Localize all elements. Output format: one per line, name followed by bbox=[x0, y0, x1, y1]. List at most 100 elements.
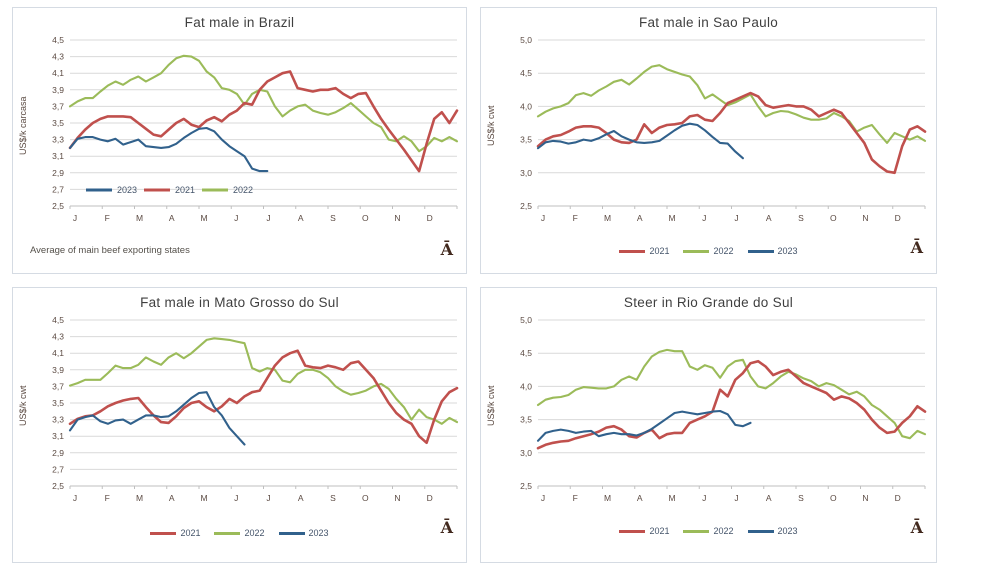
legend-swatch bbox=[214, 531, 241, 535]
svg-text:J: J bbox=[541, 213, 545, 223]
svg-text:M: M bbox=[200, 213, 207, 223]
legend-swatch bbox=[747, 529, 774, 533]
svg-text:4,0: 4,0 bbox=[520, 381, 532, 391]
svg-text:3,3: 3,3 bbox=[52, 135, 64, 145]
svg-text:O: O bbox=[830, 213, 837, 223]
svg-text:J: J bbox=[266, 493, 270, 503]
svg-text:4,3: 4,3 bbox=[52, 52, 64, 62]
svg-text:D: D bbox=[895, 493, 901, 503]
line-chart-brazil: 2,5 2,7 2,9 3,1 3,3 3,5 3,7 3,9 4,1 4,3 4,5 J F M A M J J… bbox=[52, 35, 459, 223]
svg-text:N: N bbox=[394, 493, 400, 503]
legend-label: 2021 bbox=[649, 526, 670, 536]
chart-footnote: Average of main beef exporting states bbox=[30, 244, 190, 256]
chart-title-sao-paulo: Fat male in Sao Paulo bbox=[638, 15, 779, 30]
chart-area-rio-grande: US$/k cwt 2,5 3,0 3,5 4,0 4,5 5,0 J F M A M J J A S O N D bbox=[481, 312, 936, 508]
svg-text:J: J bbox=[234, 213, 238, 223]
svg-text:N: N bbox=[862, 213, 868, 223]
chart-title-rio-grande: Steer in Rio Grande do Sul bbox=[623, 295, 794, 310]
svg-text:N: N bbox=[862, 493, 868, 503]
svg-text:A: A bbox=[766, 493, 772, 503]
svg-text:3,0: 3,0 bbox=[520, 168, 532, 178]
svg-text:M: M bbox=[200, 493, 207, 503]
legend-label: 2022 bbox=[713, 246, 734, 256]
svg-text:J: J bbox=[73, 493, 77, 503]
legend-item-2023: 2023 bbox=[747, 526, 798, 536]
svg-text:J: J bbox=[234, 493, 238, 503]
svg-text:D: D bbox=[427, 493, 433, 503]
chart-legend: 2021 2022 2023 bbox=[494, 526, 923, 536]
svg-text:2,5: 2,5 bbox=[52, 481, 64, 491]
svg-text:J: J bbox=[73, 213, 77, 223]
chart-legend: 2021 2022 2023 bbox=[494, 246, 923, 256]
svg-text:F: F bbox=[105, 493, 110, 503]
svg-text:2,7: 2,7 bbox=[52, 464, 64, 474]
svg-text:3,0: 3,0 bbox=[520, 448, 532, 458]
svg-text:A: A bbox=[766, 213, 772, 223]
svg-text:J: J bbox=[734, 493, 738, 503]
svg-text:F: F bbox=[105, 213, 110, 223]
chart-title-mato-grosso: Fat male in Mato Grosso do Sul bbox=[140, 295, 339, 310]
svg-text:A: A bbox=[298, 493, 304, 503]
legend-label: 2023 bbox=[308, 528, 329, 538]
svg-text:O: O bbox=[830, 493, 837, 503]
svg-text:2022: 2022 bbox=[233, 185, 253, 195]
svg-text:A: A bbox=[169, 493, 175, 503]
svg-text:F: F bbox=[573, 213, 578, 223]
svg-text:3,1: 3,1 bbox=[52, 431, 64, 441]
svg-text:2023: 2023 bbox=[117, 185, 137, 195]
legend-swatch bbox=[747, 249, 774, 253]
svg-text:S: S bbox=[330, 213, 336, 223]
svg-text:N: N bbox=[394, 213, 400, 223]
svg-text:3,1: 3,1 bbox=[52, 151, 64, 161]
svg-text:3,5: 3,5 bbox=[52, 118, 64, 128]
y-axis-title-sao-paulo: US$/k cwt bbox=[486, 105, 496, 146]
legend-item-2023: 2023 bbox=[278, 528, 329, 538]
chart-panel-mato-grosso-do-sul: Fat male in Mato Grosso do Sul US$/k cwt… bbox=[12, 287, 467, 563]
chart-title-brazil: Fat male in Brazil bbox=[184, 15, 295, 30]
svg-text:S: S bbox=[798, 213, 804, 223]
panel-footer-brazil: Average of main beef exporting states Ā bbox=[13, 228, 466, 258]
svg-text:A: A bbox=[637, 493, 643, 503]
svg-text:A: A bbox=[298, 213, 304, 223]
watermark-logo: Ā bbox=[910, 518, 923, 537]
svg-text:F: F bbox=[573, 493, 578, 503]
svg-text:M: M bbox=[604, 213, 611, 223]
line-chart-sao-paulo: 2,5 3,0 3,5 4,0 4,5 5,0 J F M A M J J A S O N D bbox=[520, 35, 927, 223]
panel-footer-rio-grande: 2021 2022 2023 Ā bbox=[481, 508, 936, 536]
legend-item-2023: 2023 bbox=[747, 246, 798, 256]
svg-text:4,1: 4,1 bbox=[52, 348, 64, 358]
y-axis-title-rio-grande: US$/k cwt bbox=[486, 385, 496, 426]
svg-text:3,5: 3,5 bbox=[520, 135, 532, 145]
legend-item-2022: 2022 bbox=[214, 528, 265, 538]
svg-text:3,9: 3,9 bbox=[52, 85, 64, 95]
watermark-logo: Ā bbox=[440, 518, 453, 537]
svg-text:M: M bbox=[136, 493, 143, 503]
chart-area-brazil: US$/k carcasa 2,5 2,7 2,9 3,1 3,3 3,5 3,7 3,9 4,… bbox=[13, 32, 466, 228]
svg-text:3,9: 3,9 bbox=[52, 365, 64, 375]
svg-text:O: O bbox=[362, 213, 369, 223]
svg-text:3,7: 3,7 bbox=[52, 101, 64, 111]
svg-text:4,3: 4,3 bbox=[52, 332, 64, 342]
svg-text:2,5: 2,5 bbox=[520, 201, 532, 211]
svg-text:J: J bbox=[266, 213, 270, 223]
legend-swatch bbox=[619, 529, 646, 533]
svg-text:J: J bbox=[734, 213, 738, 223]
svg-text:M: M bbox=[604, 493, 611, 503]
svg-text:M: M bbox=[668, 213, 675, 223]
svg-text:4,1: 4,1 bbox=[52, 68, 64, 78]
legend-label: 2023 bbox=[777, 246, 798, 256]
legend-swatch bbox=[683, 249, 710, 253]
svg-text:4,5: 4,5 bbox=[52, 315, 64, 325]
svg-text:3,5: 3,5 bbox=[52, 398, 64, 408]
svg-text:D: D bbox=[427, 213, 433, 223]
svg-text:4,0: 4,0 bbox=[520, 101, 532, 111]
legend-swatch bbox=[619, 249, 646, 253]
watermark-logo: Ā bbox=[910, 238, 923, 257]
legend-item-2022: 2022 bbox=[683, 246, 734, 256]
chart-panel-brazil: Fat male in Brazil US$/k carcasa 2,5 2,7 2… bbox=[12, 7, 467, 274]
chart-area-mato-grosso: US$/k cwt 2,5 2,7 2,9 3,1 3,3 3,5 3,7 3,9 4,1 4,3… bbox=[13, 312, 466, 508]
svg-text:4,5: 4,5 bbox=[520, 68, 532, 78]
legend-swatch bbox=[683, 529, 710, 533]
legend-label: 2022 bbox=[713, 526, 734, 536]
